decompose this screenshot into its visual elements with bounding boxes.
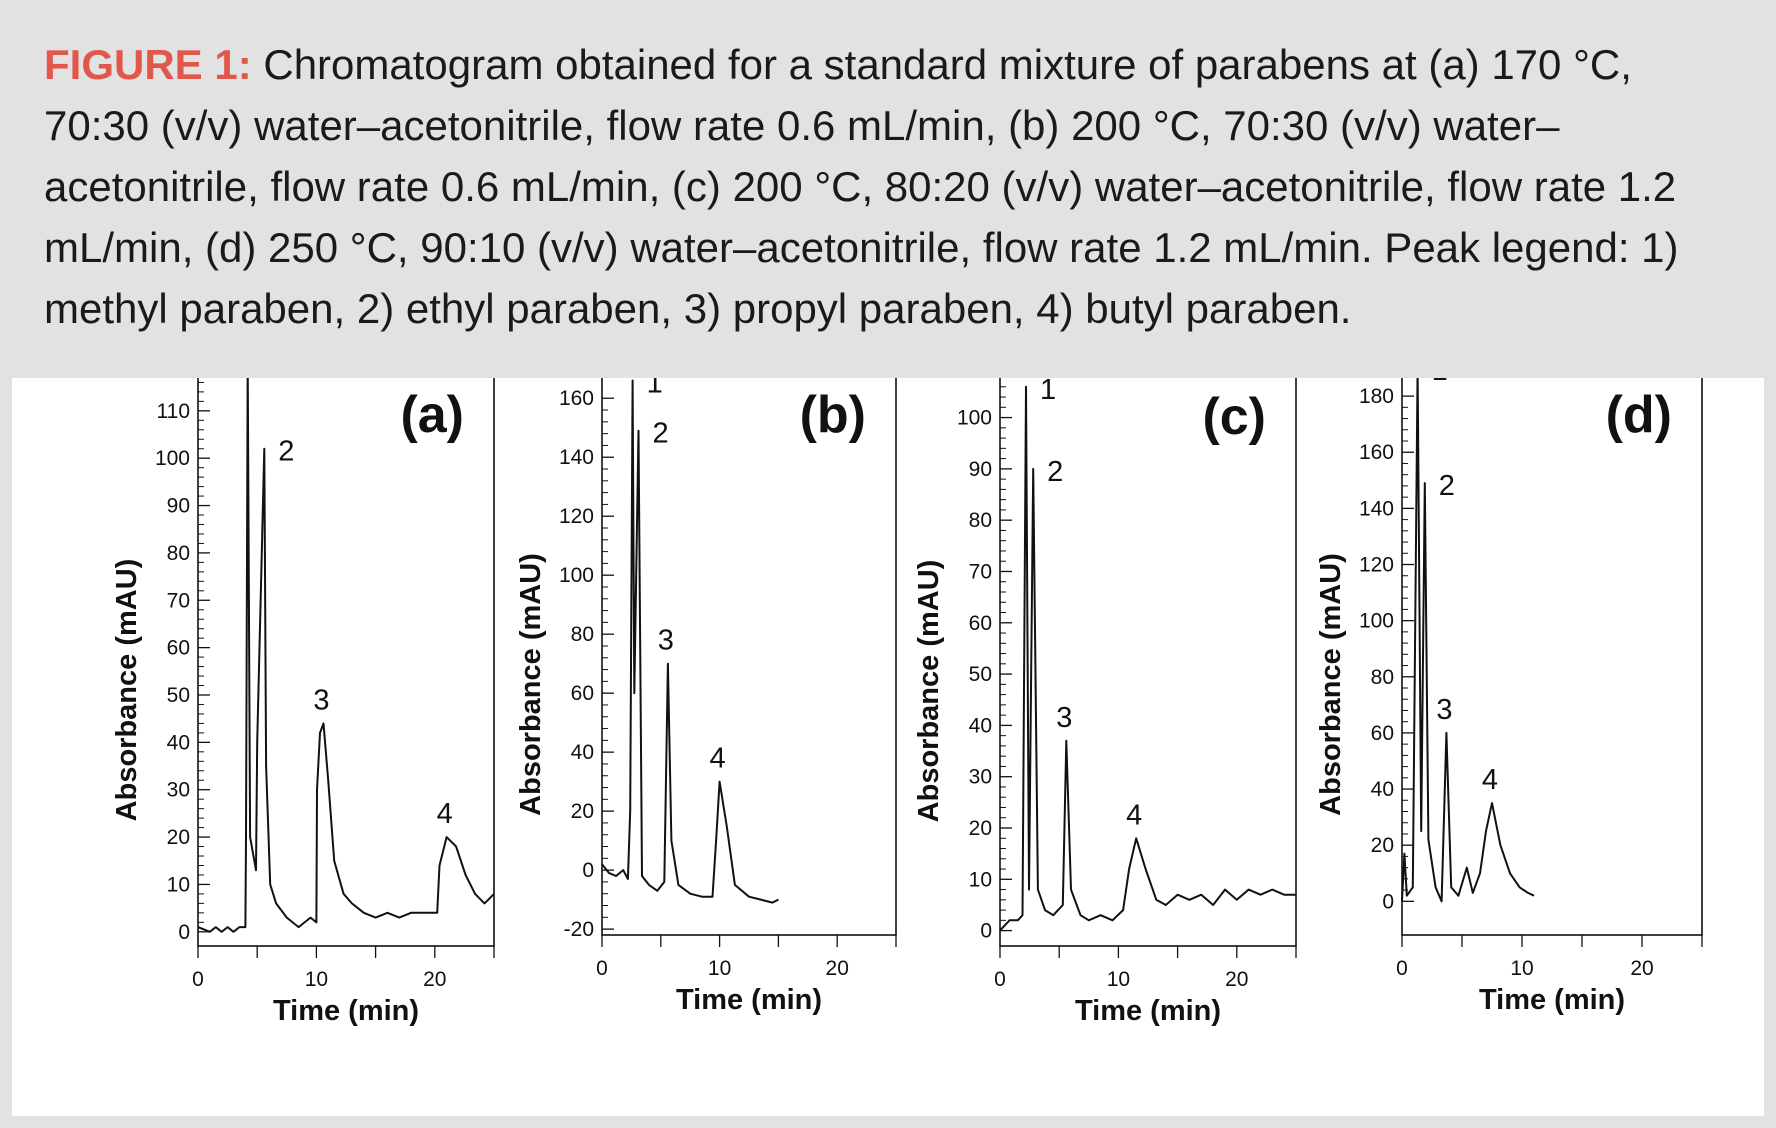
y-tick-label: 70: [167, 589, 190, 612]
figure-caption: FIGURE 1: Chromatogram obtained for a st…: [44, 34, 1744, 339]
y-tick-label: 40: [571, 741, 594, 764]
peak-label-3: 3: [1056, 702, 1072, 734]
peak-label-2: 2: [652, 418, 668, 450]
y-axis-label: Absorbance (mAU): [111, 559, 143, 822]
peak-label-2: 2: [278, 436, 294, 468]
y-tick-label: 80: [571, 623, 594, 646]
y-tick-label: 140: [559, 446, 594, 469]
x-tick-label: 0: [192, 968, 204, 991]
y-tick-label: 180: [1359, 385, 1394, 408]
peak-label-1: 1: [647, 378, 663, 400]
y-tick-label: 60: [1371, 722, 1394, 745]
peak-label-1: 1: [1432, 378, 1448, 387]
panel-title: (d): [1606, 386, 1672, 444]
peak-label-4: 4: [1482, 764, 1498, 796]
y-tick-label: 80: [167, 542, 190, 565]
x-axis-label: Time (min): [1075, 995, 1221, 1027]
y-tick-label: 100: [1359, 610, 1394, 633]
chromatogram-trace-3: [999, 385, 1296, 932]
y-tick-label: 0: [582, 859, 594, 882]
y-tick-label: 60: [167, 637, 190, 660]
y-tick-label: 40: [969, 714, 992, 737]
y-tick-label: 10: [969, 868, 992, 891]
peak-label-1: 1: [262, 378, 278, 382]
y-tick-label: 60: [571, 682, 594, 705]
y-tick-label: 20: [167, 826, 190, 849]
panel-title: (a): [400, 386, 464, 444]
chromatograms: 010203040506070809010011012001020Time (m…: [111, 378, 1703, 1027]
y-tick-label: 0: [178, 921, 190, 944]
y-tick-label: 90: [969, 458, 992, 481]
y-axis-label: Absorbance (mAU): [515, 553, 547, 816]
plot-frame-4: [1401, 378, 1703, 936]
plot-frame-3: [999, 378, 1297, 947]
plot-frame-1: [197, 378, 495, 947]
y-tick-label: 70: [969, 560, 992, 583]
y-tick-label: 40: [167, 731, 190, 754]
x-axis-label: Time (min): [273, 995, 419, 1027]
y-tick-label: -20: [564, 918, 594, 941]
y-tick-label: 80: [969, 509, 992, 532]
y-tick-label: 120: [559, 505, 594, 528]
panel-title: (c): [1202, 388, 1266, 446]
caption-text: Chromatogram obtained for a standard mix…: [44, 41, 1679, 332]
x-tick-label: 20: [826, 957, 849, 980]
y-tick-label: 20: [1371, 834, 1394, 857]
y-tick-label: 80: [1371, 666, 1394, 689]
y-tick-label: 0: [980, 920, 992, 943]
x-tick-label: 20: [1630, 957, 1653, 980]
y-tick-label: 100: [559, 564, 594, 587]
y-tick-label: 60: [969, 612, 992, 635]
caption-label: FIGURE 1:: [44, 41, 252, 88]
y-tick-label: 50: [969, 663, 992, 686]
y-tick-label: 90: [167, 495, 190, 518]
charts-panel: 010203040506070809010011012001020Time (m…: [12, 378, 1764, 1116]
peak-label-3: 3: [658, 625, 674, 657]
x-axis-label: Time (min): [1479, 984, 1625, 1016]
peak-label-4: 4: [710, 743, 726, 775]
y-tick-label: 0: [1382, 890, 1394, 913]
x-tick-label: 10: [1510, 957, 1533, 980]
x-tick-label: 20: [423, 968, 446, 991]
y-tick-label: 140: [1359, 497, 1394, 520]
y-tick-label: 10: [167, 873, 190, 896]
y-axis-label: Absorbance (mAU): [913, 560, 945, 823]
x-tick-label: 10: [305, 968, 328, 991]
peak-label-1: 1: [1040, 378, 1056, 406]
y-tick-label: 20: [969, 817, 992, 840]
chromatogram-trace-4: [1401, 378, 1535, 903]
y-tick-label: 50: [167, 684, 190, 707]
x-tick-label: 0: [1396, 957, 1408, 980]
chromatogram-trace-1: [197, 378, 495, 933]
x-tick-label: 20: [1225, 968, 1248, 991]
peak-label-4: 4: [437, 798, 453, 830]
peak-label-3: 3: [1436, 694, 1452, 726]
y-axis-label: Absorbance (mAU): [1315, 553, 1347, 816]
x-tick-label: 0: [994, 968, 1006, 991]
peak-label-3: 3: [313, 684, 329, 716]
y-tick-label: 40: [1371, 778, 1394, 801]
plot-frame-2: [601, 378, 897, 936]
y-tick-label: 160: [559, 387, 594, 410]
y-tick-label: 20: [571, 800, 594, 823]
peak-label-2: 2: [1047, 456, 1063, 488]
x-tick-label: 10: [1107, 968, 1130, 991]
peak-label-4: 4: [1126, 799, 1142, 831]
y-tick-label: 160: [1359, 441, 1394, 464]
y-tick-label: 120: [1359, 554, 1394, 577]
x-axis-label: Time (min): [676, 984, 822, 1016]
y-tick-label: 100: [957, 407, 992, 430]
x-tick-label: 10: [708, 957, 731, 980]
y-tick-label: 100: [155, 447, 190, 470]
x-tick-label: 0: [596, 957, 608, 980]
y-tick-label: 30: [167, 779, 190, 802]
chromatogram-trace-2: [601, 379, 779, 904]
peak-label-2: 2: [1439, 470, 1455, 502]
panel-title: (b): [800, 386, 866, 444]
y-tick-label: 110: [157, 400, 190, 423]
y-tick-label: 30: [969, 766, 992, 789]
